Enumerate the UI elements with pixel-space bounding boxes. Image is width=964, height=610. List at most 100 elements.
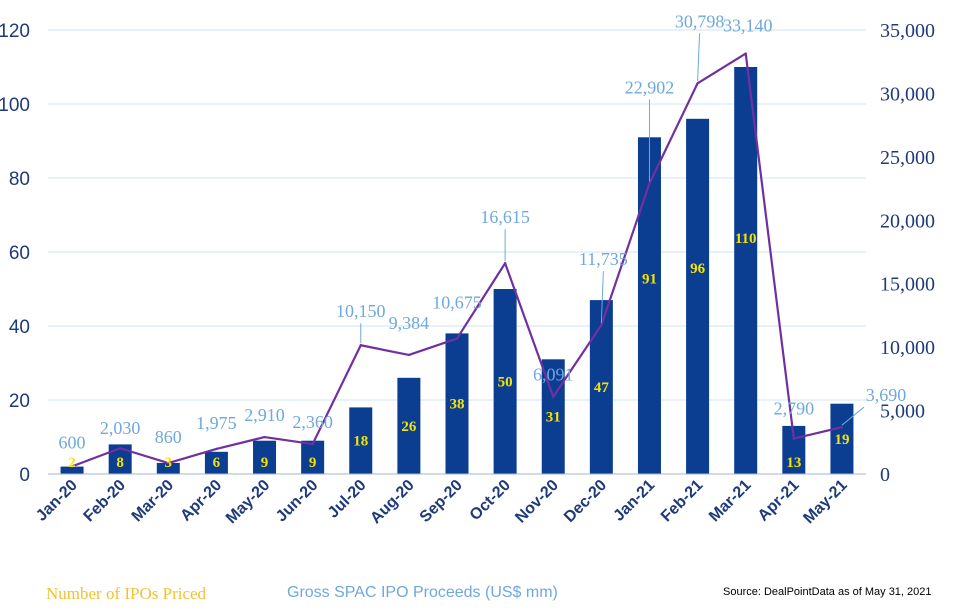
bar-value-label: 91: [642, 272, 657, 288]
left-axis: 0 20 40 60 80 100 120: [0, 21, 30, 486]
proceeds-point-Apr-20: [215, 447, 218, 451]
bar-value-label: 26: [401, 419, 417, 435]
bar-Jul-20: [349, 407, 373, 474]
proceeds-value-label: 2,360: [292, 412, 333, 432]
right-tick-label: 5,000: [880, 401, 925, 423]
x-tick-label: May-20: [223, 477, 273, 527]
bar-Apr-20: [204, 451, 228, 474]
left-tick-label: 100: [0, 95, 30, 116]
bar-May-20: [253, 440, 277, 474]
x-tick-label: Oct-20: [467, 477, 514, 524]
x-tick-label: Dec-20: [561, 477, 610, 526]
proceeds-value-label: 11,735: [579, 249, 628, 269]
left-tick-label: 20: [9, 391, 30, 412]
proceeds-line: [70, 52, 844, 468]
proceeds-value-label: 16,615: [480, 207, 530, 227]
proceeds-point-Oct-20: [503, 262, 507, 265]
proceeds-value-label: 2,910: [244, 405, 285, 425]
proceeds-value-label: 2,030: [100, 418, 141, 438]
right-tick-label: 25,000: [880, 147, 935, 169]
bar-value-label: 38: [450, 397, 465, 413]
bar-value-label: 50: [498, 375, 513, 391]
bar-value-label: 47: [594, 380, 610, 396]
bar-Feb-20: [108, 444, 132, 474]
x-tick-label: May-21: [800, 477, 850, 527]
left-tick-label: 40: [9, 317, 30, 338]
proceeds-value-label: 6,091: [533, 365, 574, 385]
x-tick-label: Aug-20: [367, 477, 417, 527]
proceeds-point-Mar-20: [167, 461, 170, 465]
x-tick-label: Feb-20: [81, 477, 130, 526]
bar-value-label: 110: [735, 231, 757, 247]
proceeds-value-label: 10,150: [336, 301, 386, 321]
proceeds-point-May-21: [840, 425, 844, 429]
left-tick-label: 80: [9, 169, 30, 190]
gridlines: [48, 29, 866, 401]
bar-Jan-20: [60, 466, 84, 474]
x-tick-label: Mar-21: [706, 477, 755, 526]
proceeds-point-Jan-21: [648, 182, 651, 185]
proceeds-label-leader: [841, 406, 865, 426]
proceeds-point-Nov-20: [552, 395, 555, 398]
bar-Jan-21: [637, 137, 661, 475]
x-tick-label: Sep-20: [417, 477, 466, 526]
x-tick-label: Feb-21: [658, 477, 707, 526]
right-tick-label: 35,000: [880, 20, 935, 42]
left-tick-label: 120: [0, 21, 30, 42]
proceeds-value-label: 22,902: [625, 77, 675, 97]
bar-value-label: 13: [786, 455, 801, 471]
proceeds-point-Dec-20: [600, 323, 603, 327]
right-axis: 0 5,000 10,000 15,000 20,000 25,000 30,000 35,0…: [880, 20, 935, 486]
right-tick-label: 20,000: [880, 210, 935, 232]
x-tick-label: Jan-21: [610, 477, 658, 525]
proceeds-point-Jun-20: [311, 442, 314, 446]
proceeds-point-Jan-20: [70, 465, 74, 468]
x-tick-label: Nov-20: [512, 477, 562, 527]
proceeds-labels: 600 2,030 860 1,975 2,910 2,360 10,1509,38410,…: [59, 11, 907, 452]
legend-proceeds: Gross SPAC IPO Proceeds (US$ mm): [287, 584, 558, 601]
bar-Mar-20: [156, 462, 180, 474]
proceeds-point-Mar-21: [744, 52, 747, 55]
proceeds-value-label: 1,975: [196, 413, 237, 433]
proceeds-point-Aug-20: [407, 353, 411, 357]
bar-value-label: 9: [309, 455, 317, 471]
source-note: Source: DealPointData as of May 31, 2021: [723, 586, 932, 598]
bar-Feb-21: [686, 118, 710, 475]
bar-value-label: 8: [116, 455, 124, 471]
proceeds-value-label: 600: [59, 432, 86, 452]
bar-May-21: [830, 403, 854, 474]
bar-Sep-20: [445, 333, 469, 474]
left-tick-label: 0: [19, 465, 30, 486]
bar-value-label: 6: [213, 455, 221, 471]
proceeds-point-Jul-20: [359, 344, 362, 347]
bar-Jun-20: [301, 440, 325, 474]
x-tick-label: Jan-20: [33, 477, 81, 525]
x-tick-label: Jun-20: [273, 477, 322, 526]
x-tick-label: Jul-20: [325, 477, 370, 522]
proceeds-point-Feb-21: [696, 82, 699, 85]
bar-value-label: 31: [546, 410, 561, 426]
x-tick-label: Apr-20: [177, 477, 225, 525]
proceeds-point-Apr-21: [792, 437, 796, 440]
proceeds-value-label: 860: [155, 427, 182, 447]
proceeds-label-leader: [600, 271, 604, 324]
proceeds-point-Sep-20: [455, 337, 459, 340]
right-tick-label: 15,000: [880, 274, 935, 296]
bar-Mar-21: [734, 67, 758, 474]
right-tick-label: 30,000: [880, 83, 935, 105]
legend-ipo-count: Number of IPOs Priced: [46, 584, 207, 603]
left-tick-label: 60: [9, 243, 30, 264]
bar-value-label: 3: [165, 455, 173, 471]
x-tick-label: Apr-21: [755, 477, 803, 525]
proceeds-value-label: 10,675: [432, 293, 482, 313]
proceeds-value-label: 2,790: [774, 399, 815, 419]
ipo-count-labels: 2 8 3 6 9 9 18 26 38 50 31 47 91 96 110 13 19: [68, 231, 849, 471]
bar-Dec-20: [589, 300, 613, 474]
bar-value-label: 19: [834, 432, 849, 448]
bar-value-label: 2: [68, 455, 76, 471]
proceeds-point-May-20: [263, 435, 266, 439]
proceeds-value-label: 3,690: [866, 385, 907, 405]
x-tick-label: Mar-20: [129, 477, 178, 526]
